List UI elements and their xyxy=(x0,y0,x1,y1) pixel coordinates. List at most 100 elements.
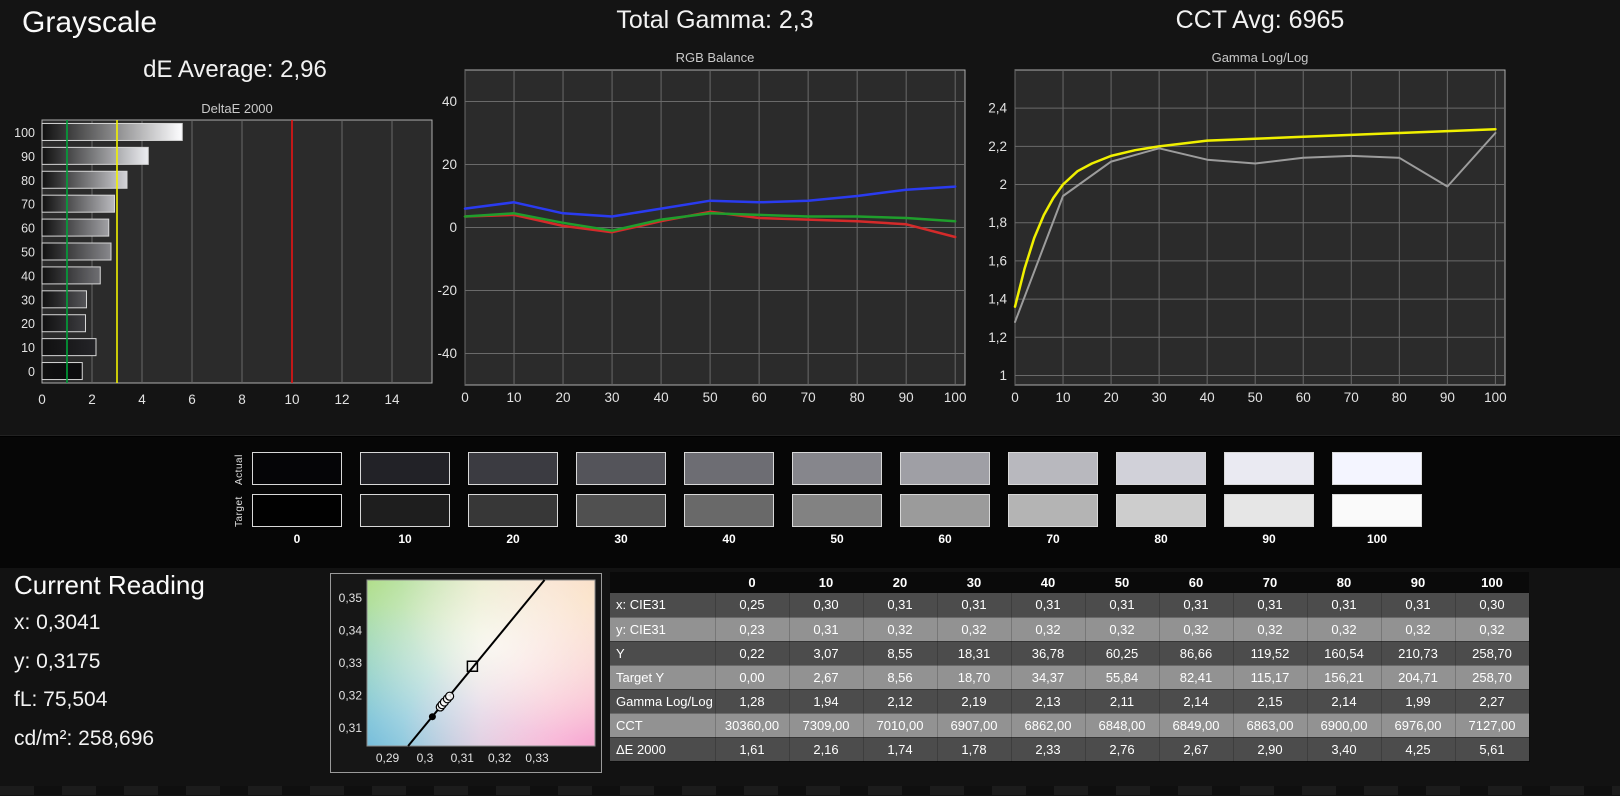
svg-text:10: 10 xyxy=(507,390,522,405)
svg-text:40: 40 xyxy=(654,390,669,405)
current-reading-values: x: 0,3041 y: 0,3175 fL: 75,504 cd/m²: 25… xyxy=(14,604,154,758)
table-header-cell: 30 xyxy=(937,572,1011,593)
swatch-level-label: 40 xyxy=(722,532,736,546)
svg-text:2: 2 xyxy=(88,392,96,407)
reading-marker xyxy=(445,691,455,701)
table-cell: 2,14 xyxy=(1159,689,1234,714)
table-row: Gamma Log/Log 1,28 1,94 2,12 2,19 2,13 2,11 2,1… xyxy=(610,689,1530,714)
table-cell: 0,31 xyxy=(1085,593,1160,618)
svg-text:2,4: 2,4 xyxy=(988,101,1007,116)
swatch-level-label: 50 xyxy=(830,532,844,546)
table-cell: 2,12 xyxy=(863,689,938,714)
svg-text:1,6: 1,6 xyxy=(988,253,1007,268)
svg-text:10: 10 xyxy=(1056,390,1071,405)
table-cell: 2,14 xyxy=(1307,689,1382,714)
svg-text:40: 40 xyxy=(442,94,457,109)
swatch-column: 50 xyxy=(792,452,882,546)
table-cell: 0,31 xyxy=(789,617,864,642)
svg-text:80: 80 xyxy=(850,390,865,405)
swatch-level-label: 10 xyxy=(398,532,412,546)
gamma-loglog-chart: 0 10 20 30 40 50 60 70 80 90 100 1 1,2 1,4 1,6 1,8 2 2,2 2… xyxy=(988,69,1507,405)
table-row: Y 0,22 3,07 8,55 18,31 36,78 60,25 86,66 119,52 1… xyxy=(610,641,1530,666)
actual-row-label: Actual xyxy=(234,454,245,485)
svg-text:60: 60 xyxy=(21,222,35,236)
table-header-cell: 50 xyxy=(1085,572,1159,593)
table-cell: 258,70 xyxy=(1455,641,1530,666)
swatch-level-label: 20 xyxy=(506,532,520,546)
svg-text:0: 0 xyxy=(38,392,46,407)
measurements-table: 0 10 20 30 40 50 60 70 80 90 100 x: CIE31 0,25 0,30 0,… xyxy=(610,572,1530,762)
table-header-cell xyxy=(610,572,715,593)
table-cell: 6976,00 xyxy=(1381,713,1456,738)
reading-y: y: 0,3175 xyxy=(14,649,101,673)
table-cell: 119,52 xyxy=(1233,641,1308,666)
table-cell: 0,23 xyxy=(715,617,790,642)
svg-text:20: 20 xyxy=(556,390,571,405)
target-swatch xyxy=(360,494,450,527)
row-label: ΔE 2000 xyxy=(610,737,716,762)
table-header-cell: 100 xyxy=(1455,572,1529,593)
actual-swatch xyxy=(1224,452,1314,485)
actual-swatch xyxy=(684,452,774,485)
swatch-column: 90 xyxy=(1224,452,1314,546)
row-label: Target Y xyxy=(610,665,716,690)
svg-text:30: 30 xyxy=(21,293,35,307)
table-cell: 2,11 xyxy=(1085,689,1160,714)
table-cell: 0,31 xyxy=(1233,593,1308,618)
table-cell: 60,25 xyxy=(1085,641,1160,666)
table-cell: 6863,00 xyxy=(1233,713,1308,738)
table-cell: 6849,00 xyxy=(1159,713,1234,738)
swatch-level-label: 90 xyxy=(1262,532,1276,546)
swatch-column: 100 xyxy=(1332,452,1422,546)
deltae-bar xyxy=(41,362,83,381)
table-cell: 6862,00 xyxy=(1011,713,1086,738)
svg-text:10: 10 xyxy=(21,341,35,355)
table-cell: 0,32 xyxy=(1307,617,1382,642)
table-header-cell: 60 xyxy=(1159,572,1233,593)
table-cell: 258,70 xyxy=(1455,665,1530,690)
actual-swatch xyxy=(1116,452,1206,485)
svg-text:40: 40 xyxy=(21,269,35,283)
target-swatch xyxy=(468,494,558,527)
svg-text:80: 80 xyxy=(1392,390,1407,405)
measured-series-line xyxy=(1014,132,1497,323)
page-title: Grayscale xyxy=(22,6,158,39)
deltae-bar xyxy=(41,194,115,213)
table-cell: 2,76 xyxy=(1085,737,1160,762)
swatch-column: 70 xyxy=(1008,452,1098,546)
table-cell: 8,55 xyxy=(863,641,938,666)
deltae-bar xyxy=(41,218,110,237)
swatch-level-label: 100 xyxy=(1366,532,1388,546)
svg-text:90: 90 xyxy=(899,390,914,405)
svg-text:90: 90 xyxy=(21,150,35,164)
svg-text:0,33: 0,33 xyxy=(339,656,363,670)
svg-text:100: 100 xyxy=(14,126,35,140)
svg-text:20: 20 xyxy=(1104,390,1119,405)
svg-text:20: 20 xyxy=(442,157,457,172)
table-cell: 0,25 xyxy=(715,593,790,618)
deltae-bar xyxy=(41,146,149,165)
target-swatch xyxy=(1332,494,1422,527)
svg-text:0,31: 0,31 xyxy=(339,721,363,735)
table-cell: 2,15 xyxy=(1233,689,1308,714)
table-cell: 156,21 xyxy=(1307,665,1382,690)
charts-section: Grayscale dE Average: 2,96 DeltaE 2000 0… xyxy=(0,0,1620,436)
svg-text:0,33: 0,33 xyxy=(525,751,549,765)
deltae-bar xyxy=(41,290,87,309)
svg-text:40: 40 xyxy=(1200,390,1215,405)
table-cell: 160,54 xyxy=(1307,641,1382,666)
table-cell: 7010,00 xyxy=(863,713,938,738)
swatch-level-label: 70 xyxy=(1046,532,1060,546)
table-cell: 210,73 xyxy=(1381,641,1456,666)
actual-swatch xyxy=(252,452,342,485)
table-cell: 0,00 xyxy=(715,665,790,690)
svg-text:-40: -40 xyxy=(437,346,457,361)
swatch-column: 0 xyxy=(252,452,342,546)
table-cell: 7127,00 xyxy=(1455,713,1530,738)
table-cell: 1,28 xyxy=(715,689,790,714)
table-row: Target Y 0,00 2,67 8,56 18,70 34,37 55,84 82,41… xyxy=(610,665,1530,690)
table-cell: 115,17 xyxy=(1233,665,1308,690)
target-swatch xyxy=(792,494,882,527)
table-cell: 18,31 xyxy=(937,641,1012,666)
svg-text:30: 30 xyxy=(605,390,620,405)
